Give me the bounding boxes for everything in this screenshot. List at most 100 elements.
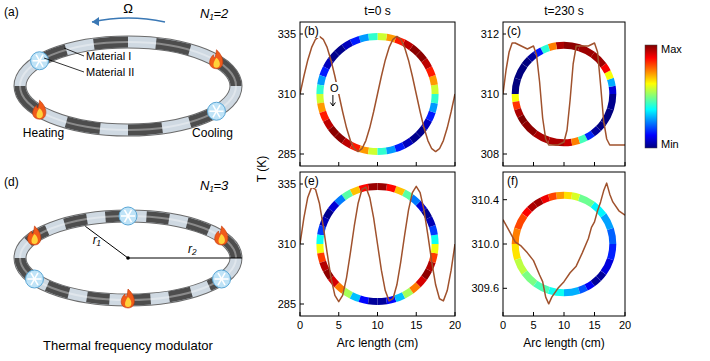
x-tick xyxy=(564,162,565,166)
ring-segment xyxy=(368,297,377,305)
x-tick-label: 5 xyxy=(336,319,342,331)
ring-segment xyxy=(411,47,418,53)
ring-segment xyxy=(411,135,418,141)
ring-segment xyxy=(331,128,337,135)
cooler-icon xyxy=(119,207,137,225)
ring-segment xyxy=(518,65,525,79)
ring-segment xyxy=(404,193,412,198)
ring-segment xyxy=(431,85,439,94)
panel-letter: (d) xyxy=(4,175,19,189)
heating-label: Heating xyxy=(23,126,64,140)
label-patch xyxy=(303,24,320,38)
x-tick xyxy=(533,312,534,316)
ring-segment xyxy=(603,215,610,229)
x-tick xyxy=(300,162,301,166)
ring-segment xyxy=(515,244,517,259)
temperature-curve xyxy=(300,36,455,151)
ring-segment xyxy=(351,39,359,42)
ring-segment xyxy=(429,112,432,120)
x-tick-label: 10 xyxy=(558,319,570,331)
x-tick-label: 15 xyxy=(410,319,422,331)
ring-segment xyxy=(387,149,396,151)
ring-segment xyxy=(535,283,549,290)
ring-segment xyxy=(529,205,535,210)
plot-area xyxy=(300,186,455,301)
origin-arrow xyxy=(330,95,335,106)
y-tick-label: 285 xyxy=(278,298,296,310)
diagram-a: (a)N₁=2ΩMaterial IMaterial IIHeatingCool… xyxy=(4,1,236,140)
y-tick-label: 285 xyxy=(278,148,296,160)
cooler-flake xyxy=(218,273,225,285)
frame xyxy=(300,172,455,316)
x-tick xyxy=(594,312,595,316)
cooler-flake xyxy=(213,105,220,117)
ring-segment xyxy=(525,273,536,284)
ring-segment xyxy=(368,33,377,41)
cooler-flake xyxy=(36,55,43,67)
frame xyxy=(300,22,455,166)
ring-segment xyxy=(360,299,369,301)
panel-letter: (c) xyxy=(507,24,521,38)
ring-segment xyxy=(579,287,586,290)
ring-segment xyxy=(321,226,323,235)
label-patch xyxy=(506,174,519,188)
ring-segment xyxy=(610,79,612,86)
heater-core xyxy=(219,234,225,244)
x-tick-label: 20 xyxy=(619,319,631,331)
ring-segment xyxy=(378,147,387,155)
heater-core xyxy=(37,108,43,118)
x-tick xyxy=(564,312,565,316)
y-tick xyxy=(503,244,507,245)
cooler-flake xyxy=(213,105,220,117)
x-tick xyxy=(377,312,378,316)
ring-segment xyxy=(610,244,612,259)
ring-segment xyxy=(525,59,530,65)
ring-segment xyxy=(564,290,579,292)
heater-icon xyxy=(33,100,46,119)
frame xyxy=(503,22,625,166)
ring-segment xyxy=(579,48,593,55)
ring-segment xyxy=(542,198,549,201)
x-tick-label: 20 xyxy=(449,319,461,331)
ring-segment xyxy=(424,270,429,278)
ring-segment xyxy=(378,33,387,41)
ring-segment xyxy=(316,244,324,253)
column-title: t=0 s xyxy=(364,4,390,18)
rotation-label: Ω xyxy=(123,1,133,16)
ring-segment xyxy=(593,129,599,134)
cooler-icon xyxy=(207,102,225,120)
ring-segment xyxy=(326,210,331,218)
chart-panel: 308310312t=230 s(c) xyxy=(481,4,625,166)
ring-segment xyxy=(572,140,579,142)
ring-segment xyxy=(610,94,612,109)
ring-segment xyxy=(432,76,434,85)
ring-segment xyxy=(337,285,344,291)
ring-segment xyxy=(411,285,418,291)
ring-segment xyxy=(586,283,593,287)
x-tick xyxy=(338,312,339,316)
ring-segment xyxy=(316,85,324,94)
diagram-d: (d)N₁=3r₁r₂ xyxy=(4,175,242,308)
colorbar-max: Max xyxy=(661,43,682,55)
x-tick-label: 5 xyxy=(530,319,536,331)
x-tick xyxy=(625,312,626,316)
y-tick xyxy=(300,304,304,305)
ring-segment xyxy=(321,76,323,85)
ring-segment xyxy=(599,273,604,279)
ring-segment xyxy=(360,37,369,39)
ring-segment xyxy=(368,183,377,191)
ring-segment xyxy=(418,53,424,60)
ring-segment xyxy=(404,141,412,146)
y-tick xyxy=(503,288,507,289)
ring-segment xyxy=(395,189,403,192)
x-tick-label: 15 xyxy=(588,319,600,331)
temperature-curve xyxy=(300,186,455,301)
origin-label: O xyxy=(330,82,339,94)
ring-material-ii xyxy=(20,42,236,130)
y-tick-label: 310 xyxy=(278,88,296,100)
y-tick-label: 335 xyxy=(278,28,296,40)
ring-segment xyxy=(512,94,520,102)
ring-segment xyxy=(431,235,439,244)
ring-segment xyxy=(404,291,412,296)
chart-panel: 05101520309.6310.0310.4Arc length (cm)(f… xyxy=(471,172,631,350)
